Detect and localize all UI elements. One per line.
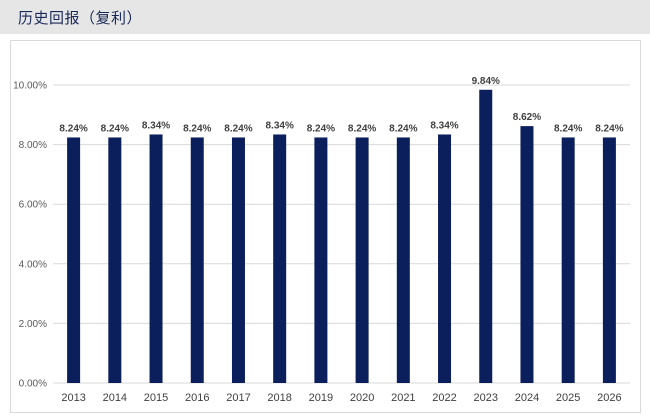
y-tick-label: 6.00%	[19, 200, 47, 211]
x-tick-label: 2025	[556, 392, 580, 404]
gridlines	[53, 84, 630, 384]
data-label: 8.24%	[101, 123, 129, 134]
bar	[602, 137, 616, 383]
y-axis: 0.00% 2.00% 4.00% 6.00% 8.00% 10.00%	[13, 81, 47, 390]
x-tick-label: 2022	[432, 392, 456, 404]
x-tick-label: 2024	[515, 392, 539, 404]
data-label: 8.34%	[142, 120, 170, 131]
x-tick-label: 2017	[226, 392, 250, 404]
y-tick-label: 8.00%	[19, 140, 47, 151]
data-label: 8.34%	[265, 120, 293, 131]
x-tick-label: 2014	[103, 392, 127, 404]
bar	[190, 137, 204, 383]
bar	[67, 137, 81, 383]
data-labels: 8.24% 8.24% 8.34% 8.24% 8.24% 8.34% 8.24% 8.24%…	[59, 76, 623, 135]
bar	[108, 137, 122, 383]
data-label: 8.24%	[554, 123, 582, 134]
x-tick-label: 2020	[350, 392, 374, 404]
data-label: 8.24%	[224, 123, 252, 134]
bar	[520, 126, 534, 384]
bar	[438, 134, 452, 383]
x-tick-label: 2026	[597, 392, 621, 404]
data-label: 8.24%	[348, 123, 376, 134]
y-tick-label: 2.00%	[19, 319, 47, 330]
bar	[231, 137, 245, 383]
y-tick-label: 0.00%	[19, 379, 47, 390]
section-title: 历史回报（复利）	[18, 9, 143, 27]
data-label: 8.24%	[307, 123, 335, 134]
x-tick-label: 2023	[474, 392, 498, 404]
bar	[561, 137, 575, 383]
x-tick-label: 2016	[185, 392, 209, 404]
x-tick-label: 2015	[144, 392, 168, 404]
data-label: 8.62%	[513, 112, 541, 123]
bar	[149, 134, 163, 383]
data-label: 8.24%	[389, 123, 417, 134]
data-label: 8.24%	[595, 123, 623, 134]
bar	[355, 137, 369, 383]
x-axis: 2013 2014 2015 2016 2017 2018 2019 2020 2021 2022…	[61, 392, 621, 404]
bar	[273, 134, 287, 383]
section-header: 历史回报（复利）	[0, 0, 650, 34]
data-label: 9.84%	[472, 76, 500, 87]
bar	[479, 89, 493, 383]
data-label: 8.24%	[183, 123, 211, 134]
x-tick-label: 2018	[267, 392, 291, 404]
data-label: 8.24%	[59, 123, 87, 134]
x-tick-label: 2021	[391, 392, 415, 404]
bar	[396, 137, 410, 383]
bars	[67, 89, 616, 384]
bar	[314, 137, 328, 383]
y-tick-label: 4.00%	[19, 259, 47, 270]
data-label: 8.34%	[430, 120, 458, 131]
x-tick-label: 2013	[61, 392, 85, 404]
x-tick-label: 2019	[309, 392, 333, 404]
y-tick-label: 10.00%	[13, 81, 47, 92]
